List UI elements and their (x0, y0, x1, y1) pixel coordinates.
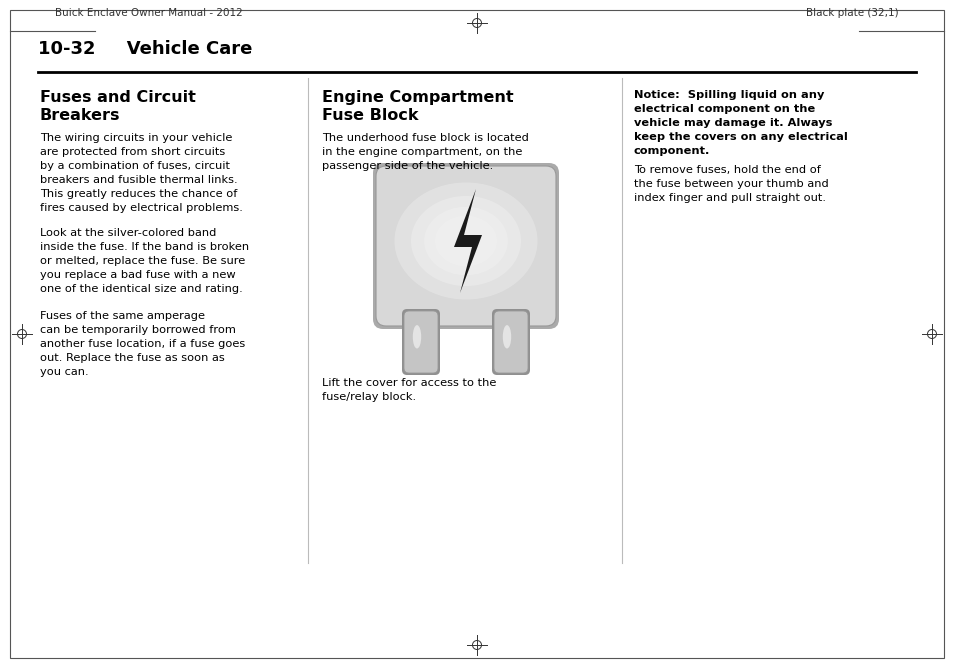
FancyBboxPatch shape (494, 311, 527, 373)
Text: Fuses of the same amperage
can be temporarily borrowed from
another fuse locatio: Fuses of the same amperage can be tempor… (40, 311, 245, 377)
Text: Look at the silver-colored band
inside the fuse. If the band is broken
or melted: Look at the silver-colored band inside t… (40, 228, 249, 294)
Ellipse shape (413, 325, 421, 349)
Text: Engine Compartment
Fuse Block: Engine Compartment Fuse Block (322, 90, 513, 123)
Text: To remove fuses, hold the end of
the fuse between your thumb and
index finger an: To remove fuses, hold the end of the fus… (634, 166, 828, 204)
Ellipse shape (435, 216, 497, 267)
Text: 10-32     Vehicle Care: 10-32 Vehicle Care (38, 40, 253, 58)
Text: The wiring circuits in your vehicle
are protected from short circuits
by a combi: The wiring circuits in your vehicle are … (40, 133, 243, 213)
Text: Notice:  Spilling liquid on any
electrical component on the
vehicle may damage i: Notice: Spilling liquid on any electrica… (634, 90, 847, 156)
Ellipse shape (502, 325, 511, 349)
FancyBboxPatch shape (492, 309, 530, 375)
Text: Black plate (32,1): Black plate (32,1) (805, 8, 898, 18)
Ellipse shape (424, 207, 507, 275)
FancyBboxPatch shape (401, 309, 439, 375)
Polygon shape (454, 189, 481, 293)
Text: Buick Enclave Owner Manual - 2012: Buick Enclave Owner Manual - 2012 (55, 8, 242, 18)
Text: Lift the cover for access to the
fuse/relay block.: Lift the cover for access to the fuse/re… (322, 378, 496, 402)
Ellipse shape (395, 182, 537, 299)
Text: Fuses and Circuit
Breakers: Fuses and Circuit Breakers (40, 90, 195, 123)
Text: The underhood fuse block is located
in the engine compartment, on the
passenger : The underhood fuse block is located in t… (322, 133, 528, 171)
Ellipse shape (411, 196, 520, 286)
FancyBboxPatch shape (403, 311, 437, 373)
FancyBboxPatch shape (373, 163, 558, 329)
FancyBboxPatch shape (375, 166, 556, 326)
